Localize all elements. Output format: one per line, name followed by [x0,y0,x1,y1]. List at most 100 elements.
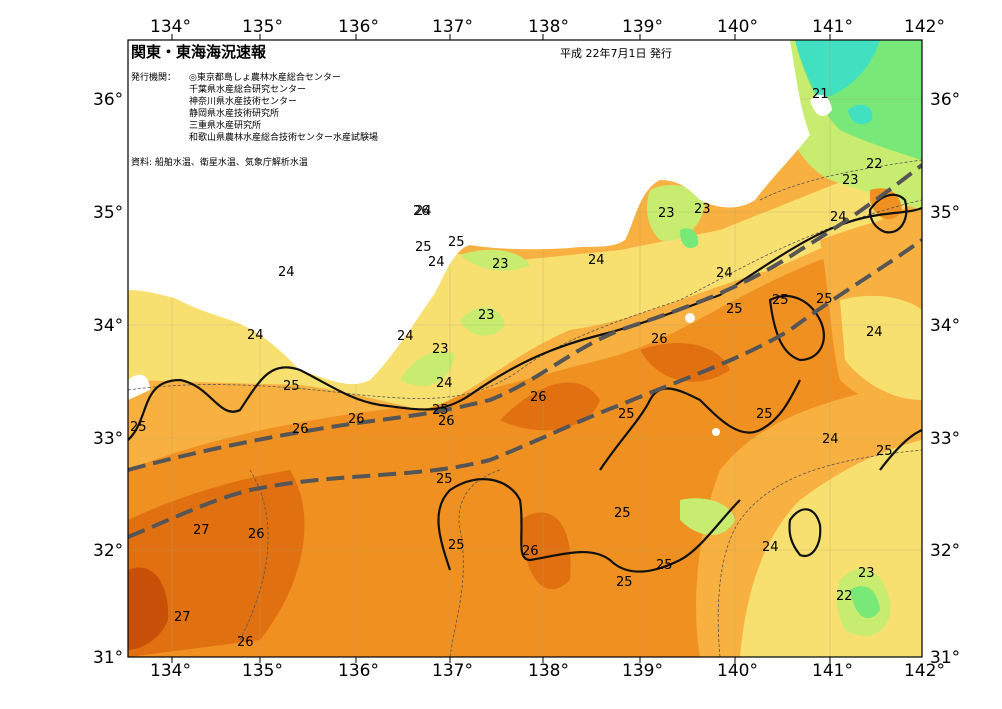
contour-label: 27 [193,523,210,538]
contour-label: 25 [130,420,147,435]
lat-label: 32° [930,541,960,561]
contour-label: 23 [432,342,449,357]
contour-label: 23 [842,173,859,188]
contour-label: 23 [858,566,875,581]
kuroshio-axis [128,163,922,539]
contour-label: 25 [614,506,631,521]
issuer-item: 三重県水産研究所 [189,121,262,131]
lat-label: 33° [930,429,960,449]
lat-label: 34° [930,316,960,336]
issuer-item: 静岡県水産技術研究所 [189,109,280,119]
contour-label: 24 [830,210,847,225]
land-honshu [128,40,810,385]
lon-label: 141° [812,661,853,681]
contour-label: 24 [436,376,453,391]
contour-label: 24 [278,265,295,280]
temperature-layer [128,40,922,657]
contour-label: 24 [822,432,839,447]
lat-labels-right: 36° 35° 34° 33° 32° 31° [930,90,960,668]
isotherm-25 [128,193,922,573]
contour-label: 25 [283,379,300,394]
contour-label: 24 [415,204,432,219]
lon-label: 136° [338,661,379,681]
lon-label: 137° [432,661,473,681]
lon-label: 142° [904,17,945,37]
lon-label: 140° [717,661,758,681]
issue-date: 平成 22年7月1日 発行 [560,47,672,60]
contour-label: 25 [756,407,773,422]
issuer-item: ◎東京都島しょ農林水産総合センター [189,73,341,83]
contour-label: 26 [530,390,547,405]
issuer-item: 神奈川県水産技術センター [189,97,298,107]
map-title: 関東・東海海況速報 [131,43,267,61]
contour-label: 24 [588,253,605,268]
contour-label: 22 [836,589,853,604]
issuer-item: 和歌山県農林水産総合技術センター水産試験場 [189,133,379,143]
contour-label: 26 [522,544,539,559]
lon-label: 139° [622,17,663,37]
contour-labels: 21 22 22 23 23 23 23 23 23 23 24 24 24 2… [130,87,893,650]
lon-label: 134° [150,17,191,37]
contour-label: 26 [237,635,254,650]
lon-label: 137° [432,17,473,37]
contour-label: 24 [247,328,264,343]
contour-label: 24 [866,325,883,340]
contour-label: 25 [772,293,789,308]
contour-label: 25 [436,472,453,487]
lat-label: 35° [930,203,960,223]
lon-label: 142° [904,661,945,681]
contour-label: 25 [448,235,465,250]
contour-label: 22 [866,157,883,172]
data-sources: 資料: 船舶水温、衛星水温、気象庁解析水温 [131,158,308,168]
lon-label: 135° [242,17,283,37]
lat-label: 36° [930,90,960,110]
contour-label: 24 [762,540,779,555]
contour-label: 23 [694,202,711,217]
land-shikoku [128,264,205,300]
lon-label: 141° [812,17,853,37]
contour-label: 26 [292,422,309,437]
map-frame [127,39,923,658]
lat-label: 33° [93,429,123,449]
lat-label: 32° [93,541,123,561]
contour-label: 23 [492,257,509,272]
lon-labels-bottom: 134° 135° 136° 137° 138° 139° 140° 141° … [150,661,945,681]
ticks [171,34,831,663]
contour-label: 25 [448,538,465,553]
zone-21 [795,40,880,100]
contour-label: 25 [618,407,635,422]
lat-label: 31° [930,648,960,668]
lon-label: 139° [622,661,663,681]
contour-label: 25 [656,558,673,573]
lat-label: 31° [93,648,123,668]
issuer-label: 発行機関： [131,73,177,83]
lon-label: 138° [528,17,569,37]
contour-label: 26 [413,204,430,219]
lon-label: 140° [717,17,758,37]
contour-label: 25 [616,575,633,590]
contour-label: 26 [248,527,265,542]
contour-label: 24 [716,266,733,281]
lat-label: 36° [93,90,123,110]
contour-label: 23 [478,308,495,323]
zone-28 [128,567,169,650]
lon-label: 134° [150,661,191,681]
contour-label: 26 [651,332,668,347]
contour-label: 25 [726,302,743,317]
contour-label: 25 [816,292,833,307]
contour-label: 25 [876,444,893,459]
contour-label: 27 [174,610,191,625]
lon-labels-top: 134° 135° 136° 137° 138° 139° 140° 141° … [150,17,945,37]
lat-labels-left: 36° 35° 34° 33° 32° 31° [93,90,123,668]
contour-label: 25 [415,240,432,255]
contour-label: 23 [658,206,675,221]
contour-label: 24 [397,329,414,344]
issuer-block: 発行機関： ◎東京都島しょ農林水産総合センター 千葉県水産総合研究センター 神奈… [131,72,378,144]
lon-label: 136° [338,17,379,37]
lon-label: 138° [528,661,569,681]
contour-label: 25 [432,403,449,418]
contour-label: 21 [812,87,829,102]
lat-label: 35° [93,203,123,223]
contour-label: 24 [428,255,445,270]
